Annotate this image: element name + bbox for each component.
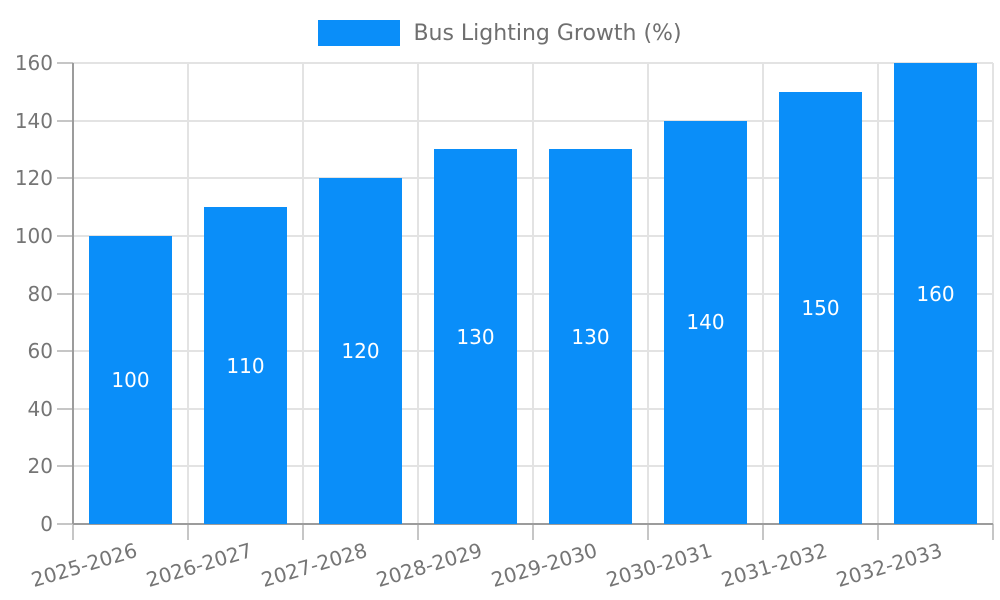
x-tick-label: 2032-2033 xyxy=(832,538,945,592)
bar-value-label: 120 xyxy=(341,339,380,364)
y-tick-label: 60 xyxy=(27,339,53,364)
bar-value-label: 150 xyxy=(801,295,840,320)
x-tick-mark xyxy=(417,524,419,540)
bar[interactable]: 130 xyxy=(434,149,517,524)
x-axis-line xyxy=(73,523,993,525)
y-tick-label: 40 xyxy=(27,396,53,421)
bar-value-label: 110 xyxy=(226,353,265,378)
x-tick-mark xyxy=(532,524,534,540)
y-tick-label: 140 xyxy=(14,108,53,133)
bar[interactable]: 120 xyxy=(319,178,402,524)
y-tick-mark xyxy=(57,523,73,525)
legend-item[interactable]: Bus Lighting Growth (%) xyxy=(0,19,1000,47)
x-tick-mark xyxy=(302,524,304,540)
x-gridline xyxy=(187,63,189,524)
y-axis-line xyxy=(72,63,74,524)
bar[interactable]: 150 xyxy=(779,91,862,524)
legend-label: Bus Lighting Growth (%) xyxy=(413,20,682,46)
y-tick-mark xyxy=(57,350,73,353)
x-gridline xyxy=(417,63,419,524)
y-tick-label: 160 xyxy=(14,51,53,75)
y-tick-label: 120 xyxy=(14,166,53,191)
y-tick-mark xyxy=(57,465,73,468)
bar[interactable]: 140 xyxy=(664,120,747,524)
bar-value-label: 140 xyxy=(686,310,725,335)
x-tick-mark xyxy=(762,524,764,540)
bar-value-label: 130 xyxy=(571,324,610,349)
bar[interactable]: 100 xyxy=(89,235,172,524)
y-tick-label: 20 xyxy=(27,454,53,479)
x-tick-label: 2028-2029 xyxy=(372,538,485,592)
y-tick-mark xyxy=(57,234,73,237)
y-tick-label: 80 xyxy=(27,281,53,306)
bar-value-label: 130 xyxy=(456,324,495,349)
x-tick-mark xyxy=(187,524,189,540)
x-tick-label: 2026-2027 xyxy=(142,538,255,592)
x-tick-mark xyxy=(72,524,74,540)
x-tick-label: 2025-2026 xyxy=(27,538,140,592)
bar-value-label: 100 xyxy=(111,367,150,392)
bar-value-label: 160 xyxy=(916,281,955,306)
bar[interactable]: 130 xyxy=(549,149,632,524)
bar[interactable]: 160 xyxy=(894,63,977,524)
x-gridline xyxy=(647,63,649,524)
x-gridline xyxy=(992,63,994,524)
x-tick-label: 2031-2032 xyxy=(717,538,830,592)
x-tick-label: 2030-2031 xyxy=(602,538,715,592)
y-tick-mark xyxy=(57,407,73,410)
x-tick-mark xyxy=(877,524,879,540)
legend-swatch xyxy=(318,20,401,46)
x-tick-label: 2029-2030 xyxy=(487,538,600,592)
x-gridline xyxy=(302,63,304,524)
y-tick-mark xyxy=(57,292,73,295)
x-tick-mark xyxy=(647,524,649,540)
x-gridline xyxy=(762,63,764,524)
x-gridline xyxy=(877,63,879,524)
y-tick-mark xyxy=(57,62,73,64)
y-tick-mark xyxy=(57,119,73,122)
x-tick-mark xyxy=(992,524,994,540)
x-gridline xyxy=(532,63,534,524)
x-tick-label: 2027-2028 xyxy=(257,538,370,592)
y-tick-label: 100 xyxy=(14,223,53,248)
bar[interactable]: 110 xyxy=(204,207,287,524)
y-tick-mark xyxy=(57,177,73,180)
y-tick-label: 0 xyxy=(40,512,53,536)
